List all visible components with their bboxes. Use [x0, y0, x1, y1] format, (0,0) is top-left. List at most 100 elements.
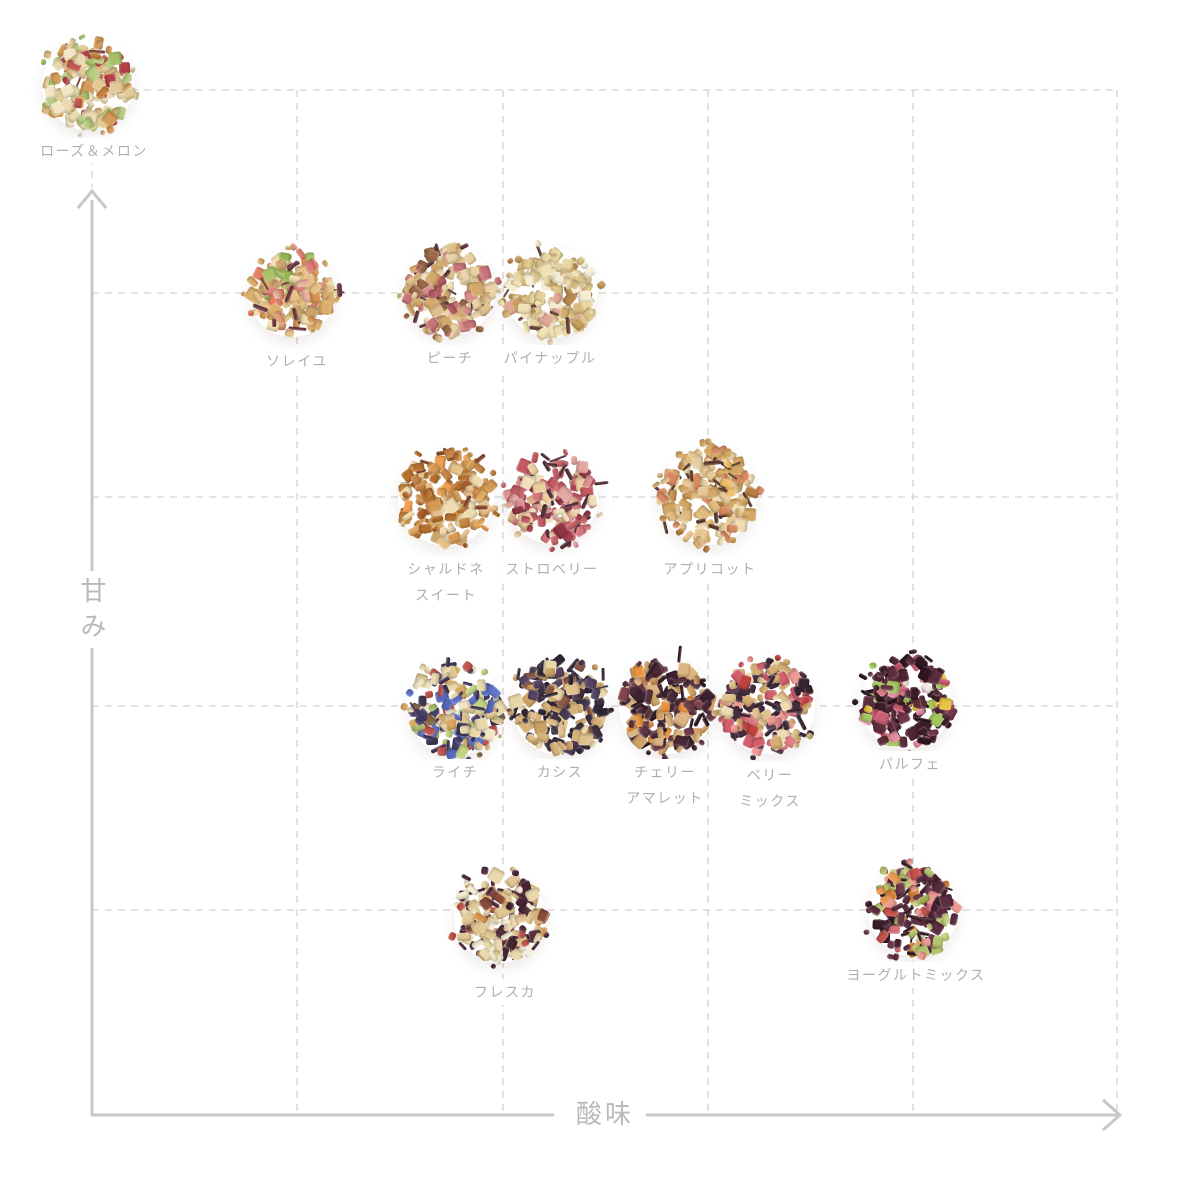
tea-item-peach[interactable] [395, 241, 503, 343]
fruit-piece [656, 472, 664, 479]
tea-item-apricot[interactable] [651, 438, 765, 554]
fruit-piece [551, 274, 564, 284]
fruit-piece [96, 39, 103, 46]
tea-item-cherry-amaretto[interactable] [615, 645, 724, 763]
fruit-piece [575, 460, 589, 474]
tea-item-label-pineapple: パイナップル [500, 345, 600, 371]
fruit-piece [916, 951, 927, 961]
fruit-piece [457, 932, 472, 942]
tea-item-strawberry[interactable] [499, 447, 609, 554]
fruit-piece [910, 686, 919, 700]
fruit-piece [480, 524, 490, 533]
tea-item-soleil[interactable] [240, 242, 345, 341]
fruit-piece [475, 325, 484, 333]
y-axis-arrow [76, 188, 108, 209]
tea-item-label-lychee: ライチ [428, 759, 482, 785]
tea-item-parfait[interactable] [850, 649, 958, 759]
fruit-piece [863, 929, 871, 935]
fruit-piece [910, 885, 918, 892]
tea-item-label-fresca: フレスカ [471, 979, 539, 1005]
fruit-piece [444, 512, 457, 523]
fruit-piece [591, 663, 599, 670]
fruit-piece [533, 720, 549, 735]
fruit-piece [932, 935, 944, 949]
fruit-piece [475, 750, 484, 759]
fruit-piece [109, 80, 125, 94]
fruit-piece [480, 866, 490, 875]
fruit-piece [526, 524, 534, 533]
fruit-piece [83, 118, 93, 130]
fruit-piece [571, 539, 580, 549]
fruit-piece [105, 125, 116, 135]
fruit-piece [711, 709, 720, 717]
fruit-piece [543, 275, 551, 287]
fruit-piece [726, 524, 739, 533]
fruit-piece [645, 749, 652, 756]
x-axis-label: 酸味 [575, 1099, 635, 1129]
fruit-piece [474, 453, 487, 465]
fruit-piece [675, 450, 683, 458]
fruit-piece [577, 290, 591, 303]
tea-item-label-yogurt-mix: ヨーグルトミックス [843, 962, 989, 988]
fruit-piece [889, 709, 896, 723]
fruit-piece [461, 541, 469, 549]
fruit-piece [627, 685, 639, 697]
tea-item-label-cassis: カシス [533, 759, 587, 785]
fruit-piece [749, 754, 757, 761]
fruit-piece [525, 273, 536, 286]
fruit-piece [428, 289, 437, 299]
fruit-piece [565, 682, 581, 696]
fruit-piece [803, 684, 814, 695]
fruit-piece [735, 507, 742, 519]
fruit-piece [721, 693, 736, 704]
fruit-piece [448, 280, 455, 292]
fruit-piece [452, 452, 460, 461]
fruit-piece [544, 667, 555, 678]
fruit-piece [690, 744, 698, 753]
fruit-piece [655, 726, 664, 740]
tea-item-label-berry-mix: ベリー ミックス [736, 762, 804, 814]
fruit-piece [459, 725, 470, 735]
tea-item-label-peach: ピーチ [423, 345, 477, 371]
fruit-piece [717, 716, 725, 723]
fruit-piece [728, 536, 737, 544]
fruit-piece [284, 328, 295, 338]
fruit-piece [108, 51, 124, 66]
fruit-piece [439, 487, 448, 498]
axes-lines [76, 188, 1123, 1132]
tea-item-label-apricot: アプリコット [660, 556, 760, 582]
fruit-piece [586, 494, 597, 507]
tea-item-chardonnay-sweet[interactable] [394, 446, 501, 551]
tea-item-fresca[interactable] [447, 865, 551, 970]
tea-item-lychee[interactable] [399, 656, 509, 763]
fruit-piece [627, 719, 636, 729]
fruit-piece [705, 438, 712, 446]
fruit-piece [886, 939, 896, 950]
fruit-piece [400, 520, 406, 528]
fruit-piece [567, 510, 579, 518]
fruit-piece [793, 741, 801, 749]
fruit-piece [532, 480, 547, 494]
fruit-piece [730, 724, 738, 734]
y-axis-label: 甘み [77, 577, 107, 647]
tea-item-rose-melon[interactable] [38, 33, 140, 138]
fruit-piece [496, 733, 503, 740]
fruit-piece [693, 674, 700, 685]
fruit-piece [601, 667, 605, 681]
fruit-piece [857, 672, 868, 681]
fruit-piece [476, 678, 487, 692]
tea-item-label-parfait: パルフェ [876, 751, 944, 777]
fruit-piece [697, 738, 706, 747]
tea-item-pineapple[interactable] [496, 238, 607, 346]
x-axis-arrow [1102, 1098, 1123, 1132]
tea-item-berry-mix[interactable] [711, 653, 819, 761]
tea-item-label-rose-melon: ローズ＆メロン [37, 138, 151, 164]
tea-item-cassis[interactable] [506, 654, 615, 759]
fruit-piece [439, 526, 447, 536]
tea-item-label-cherry-amaretto: チェリー アマレット [623, 759, 707, 811]
fruit-piece [418, 523, 433, 534]
fruit-piece [697, 486, 710, 498]
tea-item-yogurt-mix[interactable] [863, 858, 963, 961]
fruit-piece [677, 661, 691, 677]
